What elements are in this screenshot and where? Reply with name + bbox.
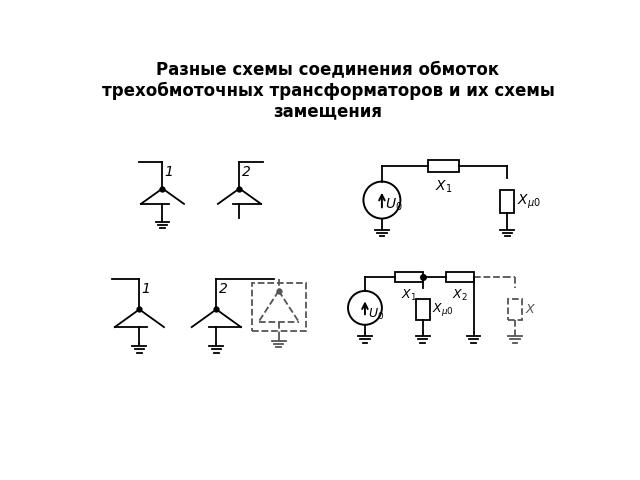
Text: 2: 2 xyxy=(219,282,228,297)
Text: $X$: $X$ xyxy=(525,303,536,316)
Text: 2: 2 xyxy=(242,165,251,179)
Text: 1: 1 xyxy=(164,165,173,179)
Text: 1: 1 xyxy=(141,282,150,297)
Text: $X_{\mu 0}$: $X_{\mu 0}$ xyxy=(516,192,540,211)
Text: $X_1$: $X_1$ xyxy=(435,179,452,195)
Text: Разные схемы соединения обмоток
трехобмоточных трансформаторов и их схемы
замеще: Разные схемы соединения обмоток трехобмо… xyxy=(102,60,554,120)
Text: $X_1$: $X_1$ xyxy=(401,288,417,303)
Text: $U_0$: $U_0$ xyxy=(368,306,384,322)
Text: $X_2$: $X_2$ xyxy=(452,288,468,303)
Text: $X_{\mu 0}$: $X_{\mu 0}$ xyxy=(432,301,454,318)
Text: $U_0$: $U_0$ xyxy=(385,196,403,213)
